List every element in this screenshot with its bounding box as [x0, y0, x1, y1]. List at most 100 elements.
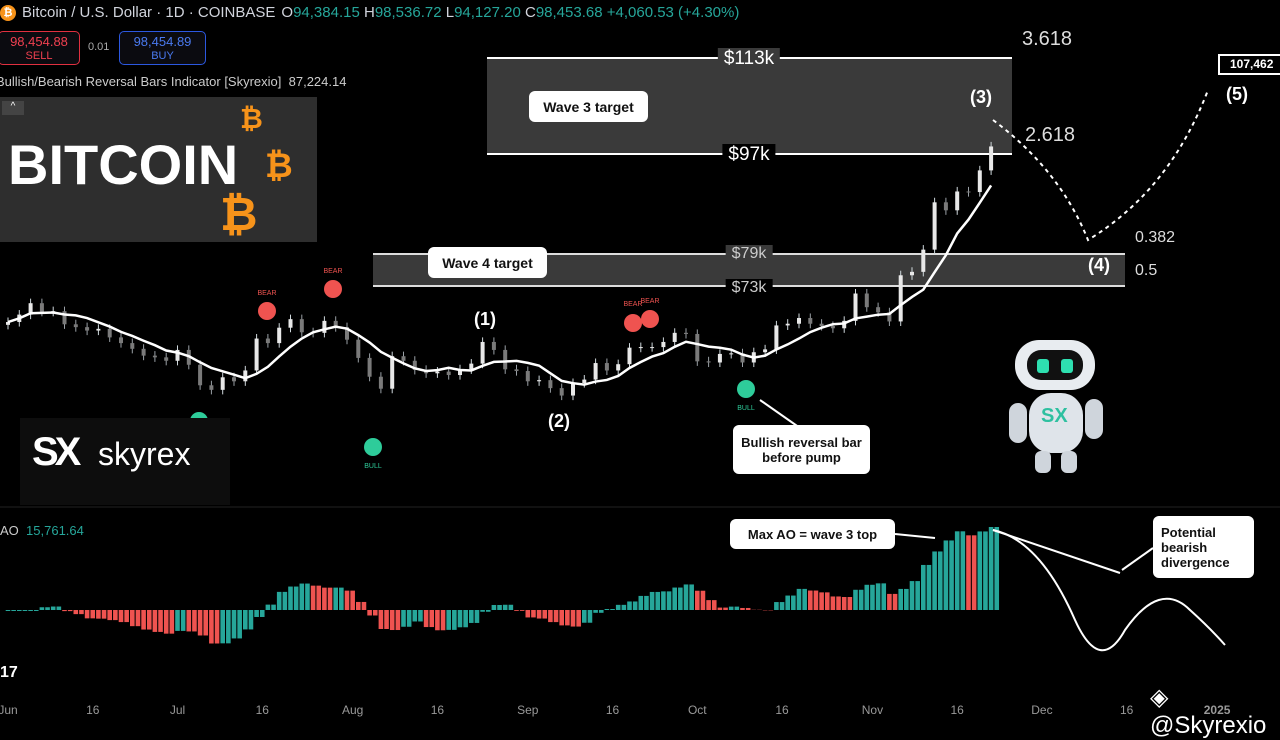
- candle: [402, 356, 406, 361]
- candle: [978, 170, 982, 192]
- ao-bar: [23, 610, 28, 611]
- callout-pointer: [760, 400, 800, 428]
- ao-bar: [746, 608, 751, 610]
- ao-bar: [40, 607, 45, 610]
- wave-projection-path: [993, 90, 1208, 240]
- ao-bar: [158, 610, 163, 632]
- ao-bar: [949, 540, 954, 610]
- candle: [944, 202, 948, 210]
- bear-marker: [324, 280, 342, 298]
- candle: [548, 380, 552, 388]
- ao-bar: [147, 610, 152, 630]
- candle: [594, 363, 598, 380]
- ao-bar: [554, 610, 559, 622]
- moving-average-line: [8, 185, 991, 384]
- ao-bar: [469, 610, 474, 623]
- ao-bar: [785, 596, 790, 610]
- ao-bar: [367, 610, 372, 615]
- ao-bar: [842, 597, 847, 610]
- candle: [650, 347, 654, 348]
- ao-bar: [735, 607, 740, 610]
- candle: [786, 324, 790, 326]
- ao-bar: [509, 605, 514, 610]
- ao-bar: [994, 527, 999, 610]
- candle: [537, 380, 541, 381]
- candle: [96, 329, 100, 331]
- candle: [695, 334, 699, 361]
- ao-bar: [633, 601, 638, 610]
- wave-5-label: (5): [1226, 84, 1248, 105]
- ao-bar: [650, 592, 655, 610]
- ao-bar: [480, 610, 485, 612]
- ao-bar: [881, 583, 886, 610]
- ao-bar: [870, 585, 875, 610]
- ao-bar: [961, 531, 966, 610]
- ao-bar: [45, 607, 50, 610]
- ao-bar: [695, 591, 700, 610]
- ao-bar: [972, 535, 977, 610]
- ao-bar: [311, 586, 316, 610]
- ao-bar: [452, 610, 457, 630]
- ao-bar: [441, 610, 446, 630]
- ao-bar: [723, 608, 728, 610]
- ao-bar: [774, 602, 779, 610]
- candle: [40, 303, 44, 312]
- ao-bar: [616, 605, 621, 610]
- robot-mascot-icon: SX: [1005, 335, 1115, 475]
- ao-bar: [192, 610, 197, 631]
- candle: [255, 339, 259, 371]
- ao-bar: [356, 602, 361, 610]
- ao-bar: [526, 610, 531, 617]
- x-tick-label: Aug: [342, 703, 363, 717]
- ao-bar: [915, 581, 920, 610]
- candle: [718, 354, 722, 363]
- candle: [481, 342, 485, 364]
- ao-bar: [565, 610, 570, 625]
- ao-bar: [328, 588, 333, 610]
- ao-bar: [390, 610, 395, 630]
- candle: [876, 307, 880, 312]
- candle: [277, 328, 281, 343]
- bearish-divergence-callout: Potential bearish divergence: [1153, 516, 1254, 578]
- wave3-target-label: Wave 3 target: [529, 91, 648, 122]
- ao-bar: [362, 602, 367, 610]
- ao-bar: [119, 610, 124, 622]
- candle: [74, 324, 78, 327]
- ao-bar: [859, 590, 864, 610]
- ao-bar: [893, 594, 898, 610]
- tradingview-logo-icon[interactable]: 17: [0, 664, 30, 684]
- wave-1-label: (1): [474, 309, 496, 330]
- candle: [921, 250, 925, 272]
- ao-bar: [85, 610, 90, 618]
- fib-05: 0.5: [1135, 262, 1157, 280]
- ao-bar: [294, 587, 299, 610]
- ao-bar: [198, 610, 203, 635]
- candle: [153, 356, 157, 358]
- ao-bar: [729, 607, 734, 610]
- ao-bar: [497, 605, 502, 610]
- ao-bar: [865, 585, 870, 610]
- candle: [232, 377, 236, 381]
- candle: [854, 294, 858, 321]
- candle: [774, 325, 778, 349]
- bull-marker-label: BULL: [358, 463, 388, 470]
- wave4-target-label: Wave 4 target: [428, 247, 547, 278]
- candle: [661, 342, 665, 347]
- ao-bar: [446, 610, 451, 630]
- ao-bar: [898, 589, 903, 610]
- ao-bar: [955, 531, 960, 610]
- bull-marker: [364, 438, 382, 456]
- candle: [684, 333, 688, 334]
- ao-bar: [136, 610, 141, 626]
- callout-pointer: [895, 534, 935, 538]
- candle: [243, 370, 247, 381]
- ao-bar: [271, 605, 276, 610]
- skyrex-mark-icon: SX: [32, 430, 77, 475]
- candle: [368, 358, 372, 377]
- ao-bar: [605, 609, 610, 610]
- bear-marker: [624, 314, 642, 332]
- ao-bar: [373, 610, 378, 615]
- ao-bar: [413, 610, 418, 621]
- ao-bar: [678, 588, 683, 610]
- candle: [582, 380, 586, 383]
